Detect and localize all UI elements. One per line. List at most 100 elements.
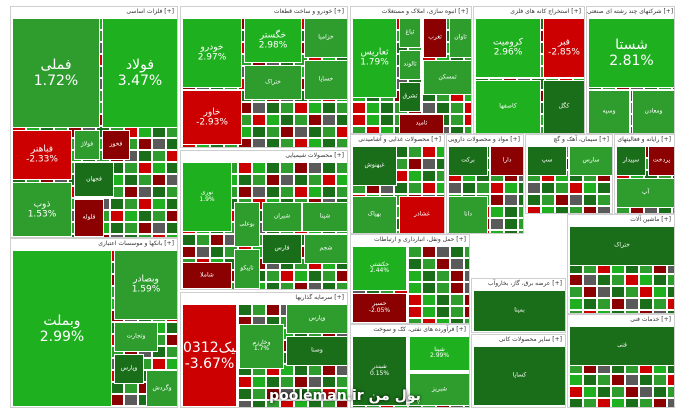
stock-tile[interactable]: فنی [569, 326, 674, 366]
stock-tile[interactable]: فملی 1.72% [12, 18, 100, 128]
sector-panel[interactable]: ماشین آلات [+] ختراک [567, 214, 675, 314]
stock-tile[interactable]: خساپا [304, 60, 347, 100]
stock-tile[interactable]: بهپاک [352, 196, 397, 233]
stock-tile[interactable]: سارس [569, 146, 612, 176]
stock-tile[interactable]: غشاذر [399, 196, 444, 233]
stock-tile[interactable]: وصنا [286, 336, 347, 366]
stock-tile[interactable]: فارس [262, 234, 302, 264]
stock-tile[interactable]: شستا 2.81% [588, 18, 674, 88]
stock-tile[interactable]: غبهنوش [352, 146, 397, 186]
sector-title[interactable]: رایانه و فعالیتهای [+] [615, 135, 674, 145]
sector-title[interactable]: ماشین آلات [+] [568, 215, 674, 225]
sector-panel[interactable]: بانکها و موسسات اعتباری [+] وبملت 2.99% وبص… [10, 238, 178, 408]
stock-tile[interactable]: برکت [448, 146, 488, 176]
sector-title[interactable]: خودرو و ساخت قطعات [+] [181, 7, 347, 17]
stock-tile[interactable]: فلوله [74, 199, 104, 237]
stock-tile[interactable]: فخوز [102, 130, 130, 160]
stock-tile[interactable]: سپ [527, 146, 567, 176]
sector-panel[interactable]: مواد و محصولات دارویی [+] برکت دارا دانا [446, 134, 524, 234]
sector-panel[interactable]: سایر محصولات کانی [+] کساپا [471, 334, 566, 408]
stock-tile[interactable]: کروميت 2.96% [475, 18, 541, 78]
stock-tile[interactable]: ثشرق [399, 82, 421, 112]
sector-title[interactable]: محصولات غذایی و آشامیدنی [+] [351, 135, 444, 145]
stock-tile[interactable]: فبر -2.85% [543, 18, 584, 78]
stock-tile[interactable]: وپارس [286, 304, 347, 334]
sector-panel[interactable]: استخراج کانه های فلزی [+] کروميت 2.96% فبر -… [473, 6, 585, 134]
stock-tile[interactable]: ثغرب [423, 18, 447, 58]
sector-title[interactable]: سرمایه گذاریها [+] [181, 293, 347, 303]
stock-tile[interactable]: نوری 1.9% [182, 162, 232, 232]
stock-tile[interactable]: شپنا 2.99% [409, 336, 469, 371]
sector-title[interactable]: انبوه سازی، املاک و مستغلات [+] [351, 7, 471, 17]
stock-tile[interactable]: ختراک [569, 226, 674, 266]
stock-tile[interactable]: بمپنا [473, 290, 565, 332]
sector-title[interactable]: خدمات فنی [+] [568, 315, 674, 325]
stock-tile[interactable]: شپنا [302, 202, 347, 232]
stock-tile[interactable]: فباهنر -2.33% [12, 130, 72, 180]
stock-tile[interactable]: ثاوان [449, 18, 471, 58]
stock-tile[interactable]: وبملت 2.99% [12, 250, 112, 407]
stock-tile[interactable]: ثمسکن [423, 60, 471, 95]
sector-panel[interactable]: خودرو و ساخت قطعات [+] خودرو 2.97% خگستر 2.9… [180, 6, 348, 148]
stock-tile[interactable]: حکشتی 2.44% [352, 246, 407, 291]
stock-tile[interactable]: ومعادن [632, 90, 674, 133]
sector-panel[interactable]: حمل ونقل، انبارداری و ارتباطات [+] حکشتی 2… [350, 234, 470, 324]
sector-title[interactable]: بانکها و موسسات اعتباری [+] [11, 239, 177, 249]
stock-tile[interactable]: خگستر 2.98% [244, 18, 302, 63]
filler-tile [625, 298, 639, 310]
stock-tile[interactable]: بوعلی [234, 202, 260, 247]
sector-title[interactable]: عرضه برق، گاز، بخاروآب [+] [472, 279, 565, 289]
stock-tile[interactable]: ثالوند [399, 50, 421, 80]
stock-tile[interactable]: خاور -2.93% [182, 90, 242, 145]
stock-tile[interactable]: دانا [448, 196, 488, 233]
stock-tile[interactable]: 0312سیک-3.67% [182, 304, 237, 407]
sector-panel[interactable]: انبوه سازی، املاک و مستغلات [+] ثعاریس 1.7… [350, 6, 472, 134]
stock-tile[interactable]: ذوب 1.53% [12, 182, 72, 237]
stock-tile[interactable]: دارا [490, 146, 523, 176]
sector-panel[interactable]: محصولات غذایی و آشامیدنی [+] غبهنوش بهپاک غ… [350, 134, 445, 234]
stock-tile[interactable]: فجهان [74, 162, 114, 197]
sector-title[interactable]: حمل ونقل، انبارداری و ارتباطات [+] [351, 235, 469, 245]
sector-title[interactable]: مواد و محصولات دارویی [+] [447, 135, 523, 145]
stock-tile[interactable]: وگردش [146, 370, 177, 407]
stock-tile[interactable]: وپارس [114, 354, 144, 384]
sector-panel[interactable]: رایانه و فعالیتهای [+] سپیدار پردخت آپ [614, 134, 675, 214]
stock-tile[interactable]: ختراک [244, 65, 302, 100]
sector-title[interactable]: فلزات اساسی [+] [11, 7, 177, 17]
stock-change: 1.79% [360, 58, 389, 68]
sector-panel[interactable]: محصولات شیمیایی [+] نوری 1.9% شیران شپنا شامل… [180, 150, 348, 290]
stock-tile[interactable]: فولاد 3.47% [102, 18, 177, 128]
stock-tile[interactable]: وسپه [588, 90, 630, 133]
sector-panel[interactable]: خدمات فنی [+] فنی [567, 314, 675, 408]
sector-panel[interactable]: عرضه برق، گاز، بخاروآب [+] بمپنا [471, 278, 566, 333]
stock-tile[interactable]: پردخت [648, 146, 674, 176]
stock-tile[interactable]: کاصفها [475, 80, 541, 133]
sector-title[interactable]: سیمان، آهک و گچ [+] [526, 135, 612, 145]
stock-tile[interactable]: فولاژ [74, 130, 100, 160]
stock-tile[interactable]: وبصادر 1.59% [114, 250, 177, 320]
stock-tile[interactable]: ثباغ [399, 18, 421, 48]
sector-title[interactable]: شرکتهای چند رشته ای صنعتی [+] [587, 7, 674, 17]
stock-tile[interactable]: شیران [262, 202, 302, 232]
stock-tile[interactable]: خودرو 2.97% [182, 18, 242, 88]
stock-tile[interactable]: کساپا [473, 346, 565, 406]
stock-tile[interactable]: وخارزم 1.7% [239, 324, 284, 369]
stock-tile[interactable]: سپیدار [616, 146, 646, 176]
stock-tile[interactable]: شجم [304, 234, 347, 264]
stock-tile[interactable]: ثعاریس 1.79% [352, 18, 397, 98]
stock-tile[interactable]: خزامیا [304, 18, 347, 58]
sector-title[interactable]: سایر محصولات کانی [+] [472, 335, 565, 345]
sector-panel[interactable]: فلزات اساسی [+] فولاد 3.47% فملی 1.72% فباهنر… [10, 6, 178, 238]
stock-tile[interactable]: شاملا [182, 262, 232, 289]
sector-title[interactable]: محصولات شیمیایی [+] [181, 151, 347, 161]
stock-tile[interactable]: حسیر -2.05% [352, 293, 407, 323]
stock-tile[interactable]: ثامید [399, 114, 444, 133]
stock-tile[interactable]: وتجارت [114, 322, 158, 352]
stock-tile[interactable]: تاپیکو [234, 249, 260, 289]
stock-tile[interactable]: آپ [616, 178, 674, 208]
sector-panel[interactable]: شرکتهای چند رشته ای صنعتی [+] شستا 2.81% وس… [586, 6, 675, 134]
sector-panel[interactable]: سیمان، آهک و گچ [+] سپ سارس [525, 134, 613, 214]
sector-title[interactable]: استخراج کانه های فلزی [+] [474, 7, 584, 17]
sector-title[interactable]: فرآورده های نفتی، کک و سوخت [+] [351, 325, 469, 335]
stock-tile[interactable]: کگل [543, 80, 584, 133]
